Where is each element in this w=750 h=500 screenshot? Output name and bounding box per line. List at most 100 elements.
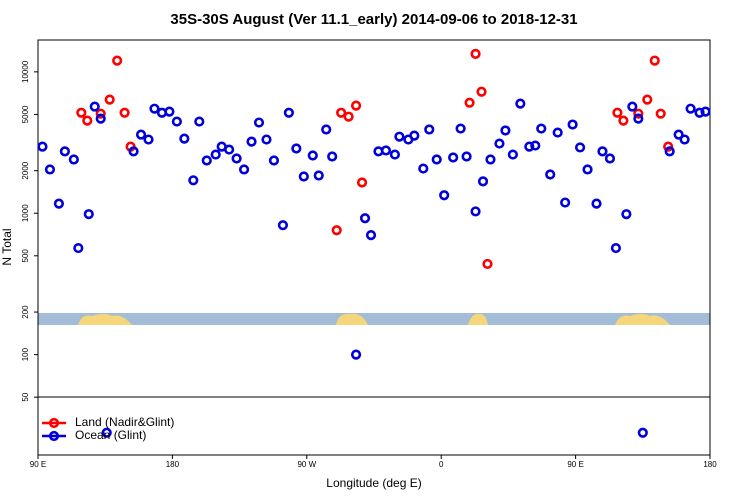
point — [313, 170, 324, 181]
point — [448, 152, 459, 163]
point — [73, 242, 84, 254]
point — [128, 146, 139, 157]
point — [664, 146, 675, 157]
x-tick-label: 90 W — [297, 460, 316, 469]
point — [700, 106, 711, 117]
point — [101, 427, 112, 438]
x-axis-label: Longitude (deg E) — [326, 476, 421, 490]
point — [210, 149, 221, 160]
point — [238, 164, 250, 175]
point — [560, 197, 571, 208]
point — [574, 142, 586, 153]
point — [194, 116, 205, 127]
point — [298, 171, 309, 182]
point — [649, 55, 660, 66]
point — [307, 150, 318, 161]
point — [439, 190, 450, 201]
point — [253, 117, 265, 128]
point — [261, 134, 272, 145]
point — [224, 144, 235, 155]
y-tick-label: 5000 — [21, 105, 30, 123]
point — [231, 153, 242, 164]
point — [37, 141, 48, 152]
point — [350, 349, 362, 360]
point — [277, 220, 289, 231]
point — [394, 131, 405, 142]
y-tick-label: 200 — [21, 305, 30, 319]
point — [350, 100, 362, 111]
point — [380, 145, 392, 156]
point — [552, 127, 563, 138]
y-tick-label: 1000 — [21, 204, 30, 222]
point — [679, 134, 690, 145]
point — [485, 154, 496, 165]
point — [591, 198, 602, 209]
point — [82, 115, 93, 126]
point — [612, 107, 623, 118]
point — [637, 427, 648, 438]
point — [179, 133, 190, 144]
point — [149, 103, 160, 114]
point — [663, 141, 674, 152]
point — [655, 108, 666, 119]
point — [627, 101, 638, 112]
point — [536, 123, 547, 134]
point — [582, 164, 593, 175]
point — [507, 149, 518, 160]
point — [135, 129, 147, 140]
point — [545, 169, 556, 180]
point — [524, 141, 535, 152]
point — [331, 225, 342, 236]
map-strip — [38, 313, 710, 325]
chart-title: 35S-30S August (Ver 11.1_early) 2014-09-… — [170, 11, 577, 28]
point — [336, 107, 347, 118]
point — [321, 124, 332, 135]
point — [530, 140, 541, 151]
point — [418, 163, 429, 174]
point — [621, 209, 632, 220]
plot-frame — [37, 39, 711, 456]
point — [68, 154, 79, 165]
point — [343, 111, 354, 122]
point — [359, 213, 371, 224]
point — [618, 115, 629, 126]
point — [283, 107, 294, 118]
x-tick-label: 0 — [439, 460, 444, 469]
point — [89, 101, 100, 112]
x-tick-label: 180 — [703, 460, 717, 469]
point — [291, 143, 302, 154]
x-tick-label: 180 — [166, 460, 180, 469]
point — [515, 98, 526, 109]
point — [470, 48, 481, 59]
point — [59, 146, 70, 157]
legend-label: Ocean (Glint) — [75, 428, 146, 442]
point — [633, 108, 644, 119]
y-tick-label: 100 — [21, 347, 30, 361]
point — [112, 55, 123, 66]
point — [119, 107, 130, 118]
point — [431, 154, 442, 165]
point — [95, 108, 106, 119]
y-tick-label: 2000 — [21, 161, 30, 179]
point — [143, 134, 154, 145]
point — [685, 103, 696, 114]
legend-label: Land (Nadir&Glint) — [75, 415, 174, 429]
point — [642, 94, 653, 105]
point — [567, 119, 578, 130]
point — [604, 153, 616, 164]
point — [246, 136, 257, 147]
y-tick-label: 500 — [21, 249, 30, 263]
point — [500, 125, 511, 136]
point — [633, 113, 644, 124]
point — [104, 94, 115, 105]
point — [327, 151, 338, 162]
x-tick-label: 90 E — [567, 460, 583, 469]
legend-marker — [48, 417, 60, 429]
point — [464, 97, 475, 108]
point — [164, 106, 175, 117]
point — [610, 242, 622, 254]
point — [494, 138, 505, 149]
point — [455, 123, 466, 134]
point — [477, 176, 489, 187]
